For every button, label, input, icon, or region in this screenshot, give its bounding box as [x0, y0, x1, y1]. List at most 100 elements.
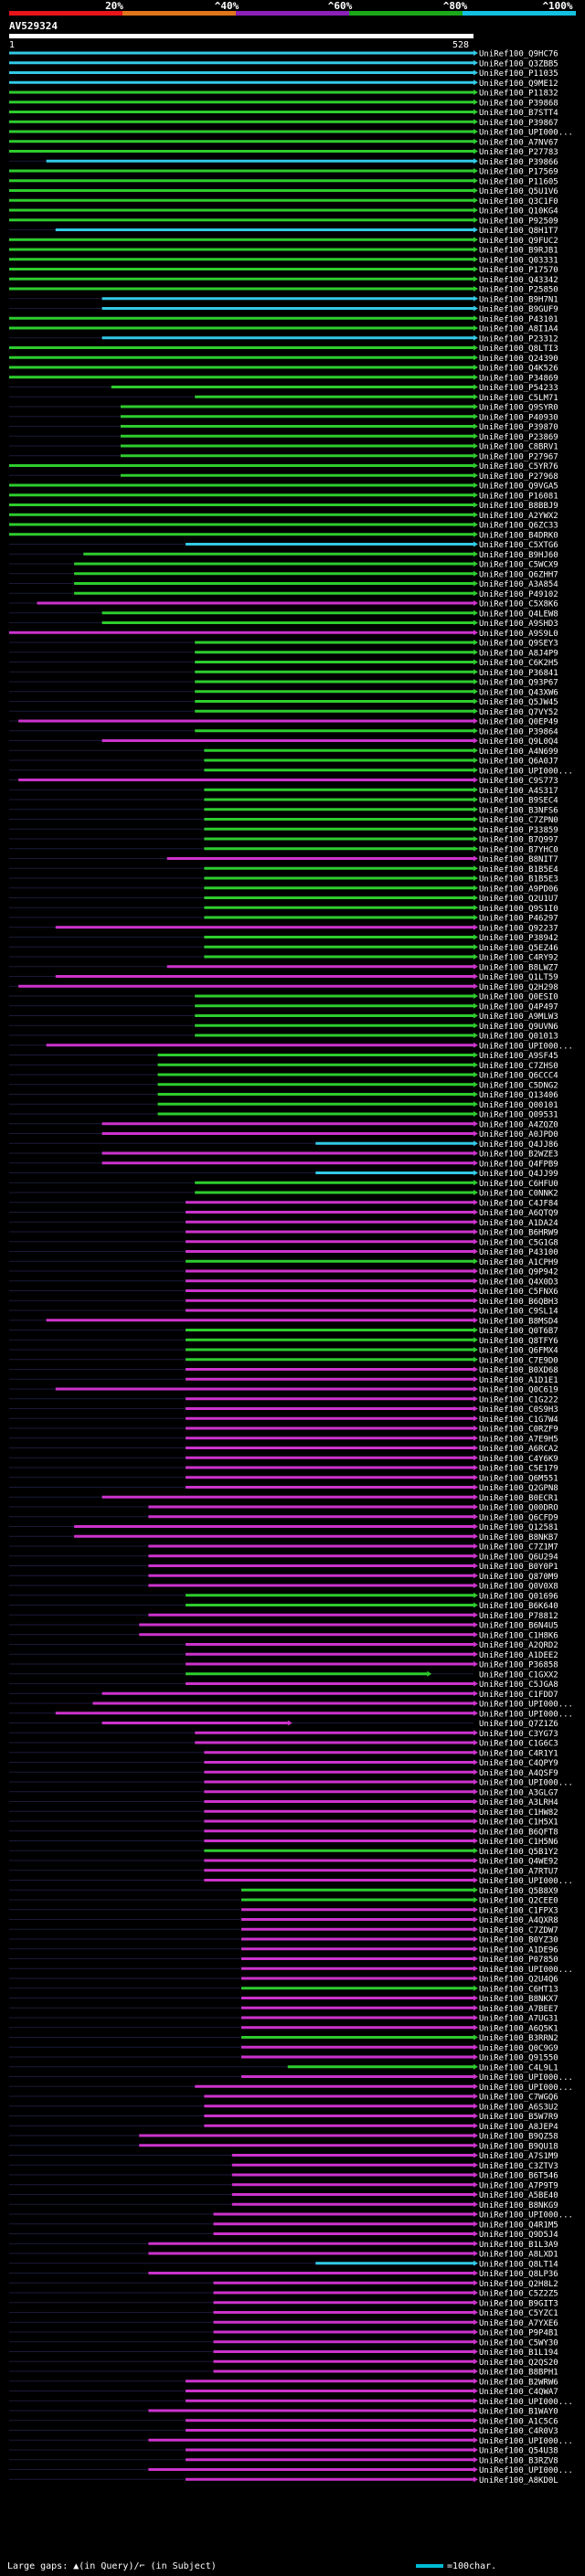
hit-id-link[interactable]: UniRef100_UPI000...: [479, 767, 573, 776]
hit-id-link[interactable]: UniRef100_A4N699: [479, 747, 558, 757]
hit-id-link[interactable]: UniRef100_C5LM71: [479, 394, 558, 403]
hit-id-link[interactable]: UniRef100_Q4P497: [479, 1002, 558, 1012]
hit-id-link[interactable]: UniRef100_C5JGA8: [479, 1680, 558, 1690]
hit-id-link[interactable]: UniRef100_C5FNX6: [479, 1288, 558, 1297]
hit-id-link[interactable]: UniRef100_P39870: [479, 423, 558, 432]
hit-id-link[interactable]: UniRef100_Q03331: [479, 256, 558, 265]
hit-id-link[interactable]: UniRef100_P54233: [479, 384, 558, 393]
hit-id-link[interactable]: UniRef100_C0S9H3: [479, 1405, 558, 1415]
hit-id-link[interactable]: UniRef100_A9MLW3: [479, 1012, 558, 1022]
hit-id-link[interactable]: UniRef100_Q9P942: [479, 1268, 558, 1277]
hit-id-link[interactable]: UniRef100_C0RZF9: [479, 1426, 558, 1435]
hit-id-link[interactable]: UniRef100_A7NV67: [479, 138, 558, 147]
hit-id-link[interactable]: UniRef100_B2WZE3: [479, 1150, 558, 1160]
hit-id-link[interactable]: UniRef100_A1DA24: [479, 1219, 558, 1228]
hit-id-link[interactable]: UniRef100_P11605: [479, 177, 558, 186]
hit-id-link[interactable]: UniRef100_B9QZ58: [479, 2133, 558, 2142]
hit-id-link[interactable]: UniRef100_B9RJB1: [479, 247, 558, 256]
hit-id-link[interactable]: UniRef100_A9S9L0: [479, 630, 558, 639]
hit-id-link[interactable]: UniRef100_A3LRH4: [479, 1798, 558, 1807]
hit-id-link[interactable]: UniRef100_C5E179: [479, 1465, 558, 1474]
hit-id-link[interactable]: UniRef100_Q43342: [479, 276, 558, 285]
hit-id-link[interactable]: UniRef100_Q0T6B7: [479, 1327, 558, 1336]
hit-id-link[interactable]: UniRef100_B9GIT3: [479, 2299, 558, 2308]
hit-id-link[interactable]: UniRef100_Q13406: [479, 1091, 558, 1100]
hit-id-link[interactable]: UniRef100_A7BEE7: [479, 2005, 558, 2014]
hit-id-link[interactable]: UniRef100_Q0C9G9: [479, 2044, 558, 2053]
hit-id-link[interactable]: UniRef100_Q10KG4: [479, 207, 558, 217]
hit-id-link[interactable]: UniRef100_UPI000...: [479, 2398, 573, 2407]
hit-id-link[interactable]: UniRef100_A8J4P9: [479, 649, 558, 658]
hit-id-link[interactable]: UniRef100_B8NKX7: [479, 1995, 558, 2004]
hit-id-link[interactable]: UniRef100_C3YG73: [479, 1730, 558, 1739]
hit-id-link[interactable]: UniRef100_C7WGQ6: [479, 2094, 558, 2103]
hit-id-link[interactable]: UniRef100_B1B5E3: [479, 875, 558, 885]
hit-id-link[interactable]: UniRef100_C6HT13: [479, 1985, 558, 1994]
hit-id-link[interactable]: UniRef100_Q2GPN8: [479, 1484, 558, 1493]
hit-id-link[interactable]: UniRef100_Q9S1I0: [479, 905, 558, 914]
hit-id-link[interactable]: UniRef100_P78812: [479, 1612, 558, 1621]
hit-id-link[interactable]: UniRef100_P17570: [479, 266, 558, 275]
hit-id-link[interactable]: UniRef100_P23869: [479, 433, 558, 442]
hit-id-link[interactable]: UniRef100_P40930: [479, 413, 558, 422]
hit-id-link[interactable]: UniRef100_A9SHD3: [479, 620, 558, 629]
hit-id-link[interactable]: UniRef100_C6K2H5: [479, 659, 558, 668]
hit-id-link[interactable]: UniRef100_C4R0V3: [479, 2427, 558, 2436]
hit-id-link[interactable]: UniRef100_C5YR76: [479, 462, 558, 472]
hit-id-link[interactable]: UniRef100_P39867: [479, 119, 558, 128]
hit-id-link[interactable]: UniRef100_P38942: [479, 934, 558, 943]
hit-id-link[interactable]: UniRef100_B5W7R9: [479, 2113, 558, 2122]
hit-id-link[interactable]: UniRef100_B6K640: [479, 1602, 558, 1611]
hit-id-link[interactable]: UniRef100_P11035: [479, 69, 558, 79]
hit-id-link[interactable]: UniRef100_C9SL14: [479, 1308, 558, 1317]
hit-id-link[interactable]: UniRef100_C4QPY9: [479, 1759, 558, 1768]
hit-id-link[interactable]: UniRef100_A7YXE6: [479, 2319, 558, 2328]
hit-id-link[interactable]: UniRef100_Q4X0D3: [479, 1277, 558, 1287]
hit-id-link[interactable]: UniRef100_Q0V0X8: [479, 1583, 558, 1592]
hit-id-link[interactable]: UniRef100_Q12581: [479, 1523, 558, 1532]
hit-id-link[interactable]: UniRef100_Q870M9: [479, 1573, 558, 1582]
hit-id-link[interactable]: UniRef100_Q92237: [479, 924, 558, 933]
hit-id-link[interactable]: UniRef100_A9PD06: [479, 885, 558, 894]
hit-id-link[interactable]: UniRef100_Q9HC76: [479, 50, 558, 59]
hit-id-link[interactable]: UniRef100_B6HRW9: [479, 1229, 558, 1238]
hit-id-link[interactable]: UniRef100_A4S317: [479, 787, 558, 796]
hit-id-link[interactable]: UniRef100_C5G1G8: [479, 1238, 558, 1247]
hit-id-link[interactable]: UniRef100_A4ZQZ0: [479, 1120, 558, 1129]
hit-id-link[interactable]: UniRef100_P9P4B1: [479, 2329, 558, 2338]
hit-id-link[interactable]: UniRef100_P39868: [479, 99, 558, 108]
hit-id-link[interactable]: UniRef100_P49102: [479, 590, 558, 599]
hit-id-link[interactable]: UniRef100_A7P9T9: [479, 2181, 558, 2190]
hit-id-link[interactable]: UniRef100_Q5B8X9: [479, 1887, 558, 1896]
hit-id-link[interactable]: UniRef100_C5WY30: [479, 2338, 558, 2348]
hit-id-link[interactable]: UniRef100_Q3C1F0: [479, 197, 558, 207]
hit-id-link[interactable]: UniRef100_Q4WE92: [479, 1858, 558, 1867]
hit-id-link[interactable]: UniRef100_B0Y0P1: [479, 1563, 558, 1572]
hit-id-link[interactable]: UniRef100_C1GXX2: [479, 1670, 558, 1680]
hit-id-link[interactable]: UniRef100_C4JF84: [479, 1199, 558, 1208]
hit-id-link[interactable]: UniRef100_Q7Z1Z6: [479, 1720, 558, 1729]
hit-id-link[interactable]: UniRef100_Q00101: [479, 1101, 558, 1110]
hit-id-link[interactable]: UniRef100_Q6U294: [479, 1553, 558, 1562]
hit-id-link[interactable]: UniRef100_Q9SYR0: [479, 404, 558, 413]
hit-id-link[interactable]: UniRef100_P11832: [479, 90, 558, 99]
hit-id-link[interactable]: UniRef100_A1DEE2: [479, 1651, 558, 1660]
hit-id-link[interactable]: UniRef100_Q0C619: [479, 1386, 558, 1395]
hit-id-link[interactable]: UniRef100_A7E9H5: [479, 1435, 558, 1444]
hit-id-link[interactable]: UniRef100_UPI000...: [479, 2083, 573, 2093]
hit-id-link[interactable]: UniRef100_Q2H298: [479, 983, 558, 992]
hit-id-link[interactable]: UniRef100_P27967: [479, 452, 558, 461]
hit-id-link[interactable]: UniRef100_Q9L0Q4: [479, 737, 558, 747]
hit-id-link[interactable]: UniRef100_UPI000...: [479, 1042, 573, 1051]
hit-id-link[interactable]: UniRef100_Q6ZC33: [479, 522, 558, 531]
hit-id-link[interactable]: UniRef100_P07850: [479, 1956, 558, 1965]
hit-id-link[interactable]: UniRef100_B7YHC0: [479, 845, 558, 854]
hit-id-link[interactable]: UniRef100_C1H5N6: [479, 1838, 558, 1847]
hit-id-link[interactable]: UniRef100_Q8TFY6: [479, 1337, 558, 1346]
hit-id-link[interactable]: UniRef100_Q4K526: [479, 365, 558, 374]
hit-id-link[interactable]: UniRef100_C0NNK2: [479, 1190, 558, 1199]
hit-id-link[interactable]: UniRef100_Q0EP49: [479, 718, 558, 727]
hit-id-link[interactable]: UniRef100_P34869: [479, 374, 558, 383]
hit-id-link[interactable]: UniRef100_P39864: [479, 727, 558, 737]
hit-id-link[interactable]: UniRef100_C1H8K6: [479, 1631, 558, 1640]
